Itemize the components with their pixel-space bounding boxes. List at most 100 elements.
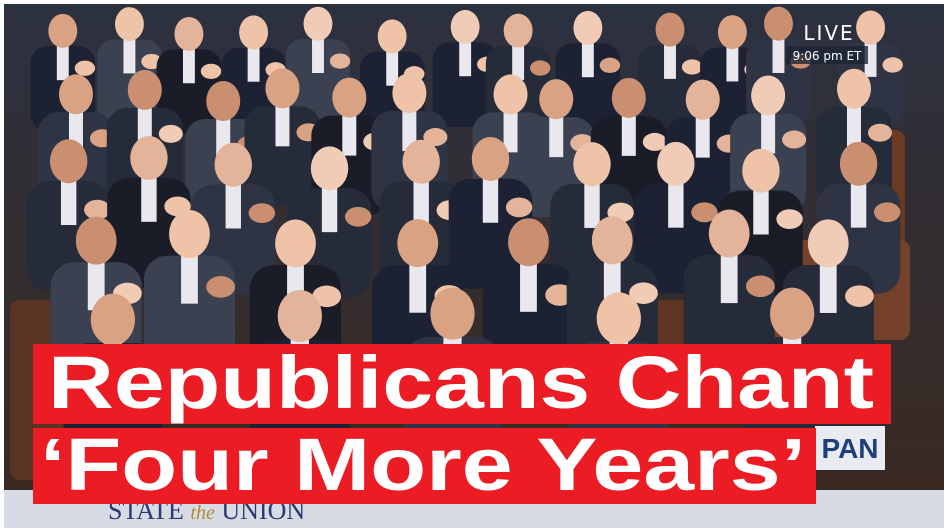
headline-line: Republicans Chant [48,341,874,424]
person-head [685,79,720,120]
hands [845,285,874,307]
hands [629,282,658,304]
person-head [764,6,793,41]
hands [530,60,551,76]
shirt [182,49,195,84]
shirt [584,183,600,228]
person-head [708,209,750,258]
person-head [310,146,349,191]
person-head [751,75,786,116]
hands [642,132,667,151]
shirt [761,113,776,154]
shirt [459,42,472,77]
person-head [655,12,685,47]
hands [312,285,342,308]
person-head [856,10,886,45]
shirt [664,44,676,79]
shirt [482,178,499,223]
person-head [397,219,439,268]
person-head [48,13,78,48]
shirt [581,43,594,78]
shirt [413,181,429,226]
person-head [206,80,241,121]
shirt [772,38,785,73]
person-head [839,141,878,186]
headline-box [33,428,816,504]
hands [882,57,903,73]
crowd [26,6,903,474]
hands [248,203,276,223]
person-head [573,10,603,45]
person-head [174,16,204,51]
shirt [503,112,518,153]
hands [141,53,162,70]
shirt [753,190,769,235]
person-head [402,139,440,184]
shirt [181,255,198,304]
shirt [386,51,399,86]
person-head [611,77,646,118]
shirt [846,106,861,147]
hands [423,128,448,147]
person-head [114,7,144,42]
person-head [214,142,252,187]
hands [599,57,621,73]
shirt [56,46,69,81]
person-head [539,79,574,120]
hands [84,199,111,220]
person-head [90,293,135,346]
shirt [512,45,525,80]
shirt [409,264,427,313]
person-head [58,74,93,115]
person-head [265,68,300,109]
person-head [450,9,480,44]
shirt [123,39,136,74]
person-head [657,141,695,186]
shirt [621,115,636,156]
hands [74,60,96,76]
shirt [819,264,837,313]
shirt [520,263,537,312]
hands [505,197,533,218]
person-head [377,19,407,54]
shirt [225,184,241,229]
hands [206,276,236,298]
network-logo: PAN [821,433,878,464]
hands [745,275,775,298]
shirt [850,183,867,228]
live-label: LIVE [803,21,854,45]
hands [782,130,807,149]
person-head [49,139,88,184]
shirt [275,106,290,147]
person-head [742,148,780,193]
shirt [720,255,738,304]
headline-box [33,344,891,424]
person-head [508,218,549,267]
person-head [303,6,333,41]
person-head [836,68,871,109]
person-head [503,13,533,48]
shirt [321,188,338,233]
hands [344,206,372,227]
shirt [549,117,564,158]
person-head [275,219,316,268]
person-head [493,74,528,115]
person-head [332,77,367,118]
person-head [717,15,747,50]
shirt [247,47,260,82]
person-head [277,289,322,342]
person-head [596,292,641,345]
hands [867,123,892,142]
hands [158,124,183,143]
hands [329,53,351,69]
person-head [471,136,510,181]
hands [691,202,718,223]
shirt [312,39,324,74]
time-box [786,46,868,64]
hands [776,209,803,229]
person-head [169,210,210,259]
shirt [402,111,417,152]
shirt [668,183,684,228]
